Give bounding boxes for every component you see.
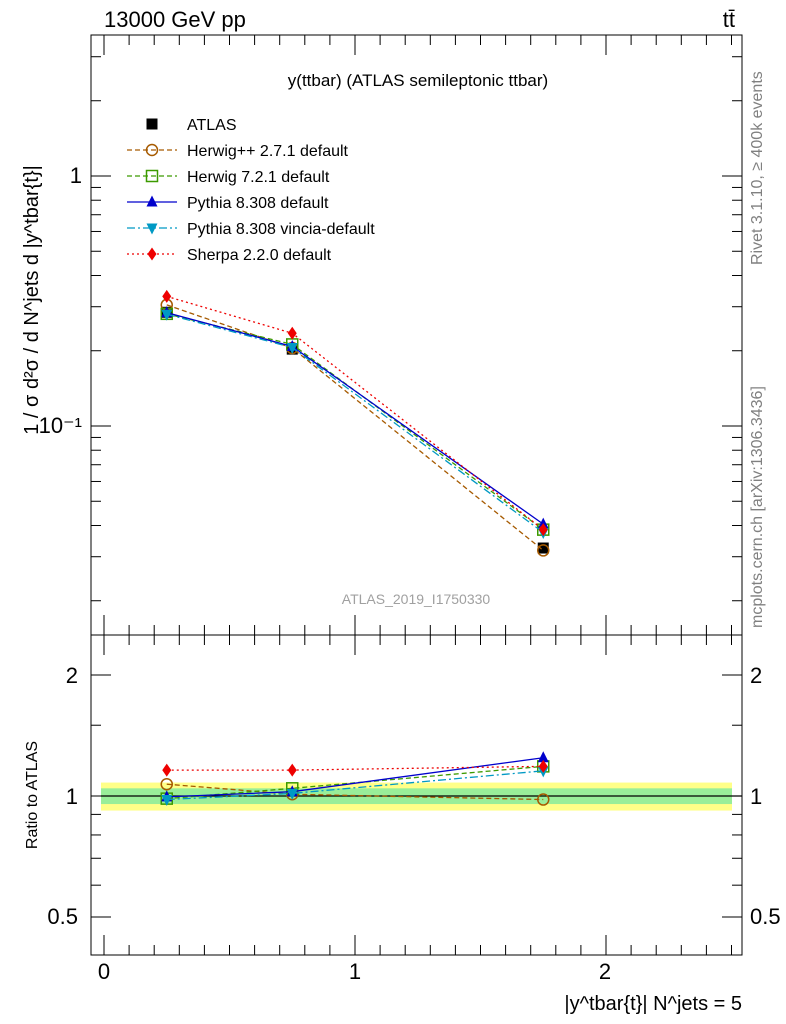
x-tick-label: 2 xyxy=(599,959,611,984)
main-plot-title: y(ttbar) (ATLAS semileptonic ttbar) xyxy=(288,71,548,90)
ratio-data-point xyxy=(287,763,297,777)
ratio-data-point xyxy=(538,759,548,773)
x-axis-label: |y^tbar{t}| N^jets = 5 xyxy=(564,993,742,1015)
main-y-tick-label: 10⁻¹ xyxy=(39,413,82,438)
series-line xyxy=(166,313,544,534)
data-point xyxy=(537,542,549,554)
analysis-label: ATLAS_2019_I1750330 xyxy=(342,591,491,607)
ratio-panel-ticks xyxy=(91,635,742,955)
legend-marker xyxy=(146,118,158,130)
main-y-tick-label: 1 xyxy=(70,163,82,188)
legend-entry: Herwig 7.2.1 default xyxy=(187,169,330,186)
rivet-label: Rivet 3.1.10, ≥ 400k events xyxy=(749,71,766,265)
ratio-series-group xyxy=(160,751,550,807)
legend-entry: ATLAS xyxy=(187,117,237,134)
data-point xyxy=(538,523,548,537)
main-series-group xyxy=(160,289,550,557)
data-point xyxy=(161,309,173,321)
data-point xyxy=(537,544,550,557)
legend-marker xyxy=(146,223,158,235)
x-tick-label: 1 xyxy=(349,959,361,984)
series-line xyxy=(166,304,544,551)
ratio-data-point xyxy=(537,751,549,763)
series-line xyxy=(166,295,544,531)
ratio-series-line xyxy=(166,770,544,801)
ratio-data-point xyxy=(162,763,172,777)
ratio-data-point xyxy=(160,777,173,791)
ratio-data-point xyxy=(161,795,173,807)
ratio-y-tick-label-right: 2 xyxy=(750,663,762,688)
ratio-data-point xyxy=(537,793,550,806)
ratio-panel-frame xyxy=(90,634,743,956)
legend-entry: Herwig++ 2.7.1 default xyxy=(187,143,349,160)
legend-marker xyxy=(145,169,159,183)
header-left-title: 13000 GeV pp xyxy=(104,7,246,32)
ratio-uncertainty-band xyxy=(101,782,742,811)
legend-marker xyxy=(147,247,157,261)
legend-entry: Pythia 8.308 default xyxy=(187,195,329,212)
ratio-y-tick-label: 0.5 xyxy=(47,904,78,929)
ratio-y-tick-label-right: 0.5 xyxy=(750,904,781,929)
data-point xyxy=(162,289,172,303)
mcplots-label: mcplots.cern.ch [arXiv:1306.3436] xyxy=(749,386,766,628)
data-point xyxy=(286,343,298,355)
main-y-axis-label: 1 / σ d²σ / d N^jets d |y^tbar{t}| xyxy=(21,165,43,435)
legend-entry: Pythia 8.308 vincia-default xyxy=(187,221,375,238)
ratio-series-line xyxy=(166,783,544,801)
ratio-series-line xyxy=(166,765,544,771)
legend-entry: Sherpa 2.2.0 default xyxy=(187,247,332,264)
ratio-y-tick-label-right: 1 xyxy=(750,784,762,809)
ratio-data-point xyxy=(286,788,298,800)
legend-marker xyxy=(145,143,159,157)
legend: ATLAS Herwig++ 2.7.1 default Herwig 7.2.1 … xyxy=(127,117,375,264)
series-line xyxy=(166,312,544,525)
ratio-y-axis-label: Ratio to ATLAS xyxy=(24,741,41,849)
ratio-y-tick-label: 1 xyxy=(66,784,78,809)
legend-marker xyxy=(146,195,158,207)
x-tick-label: 0 xyxy=(98,959,110,984)
header-right-title: tt̄ xyxy=(723,7,735,32)
ratio-y-tick-label: 2 xyxy=(66,663,78,688)
main-panel-ticks xyxy=(91,35,742,635)
data-point xyxy=(287,326,297,340)
series-line xyxy=(166,313,544,531)
